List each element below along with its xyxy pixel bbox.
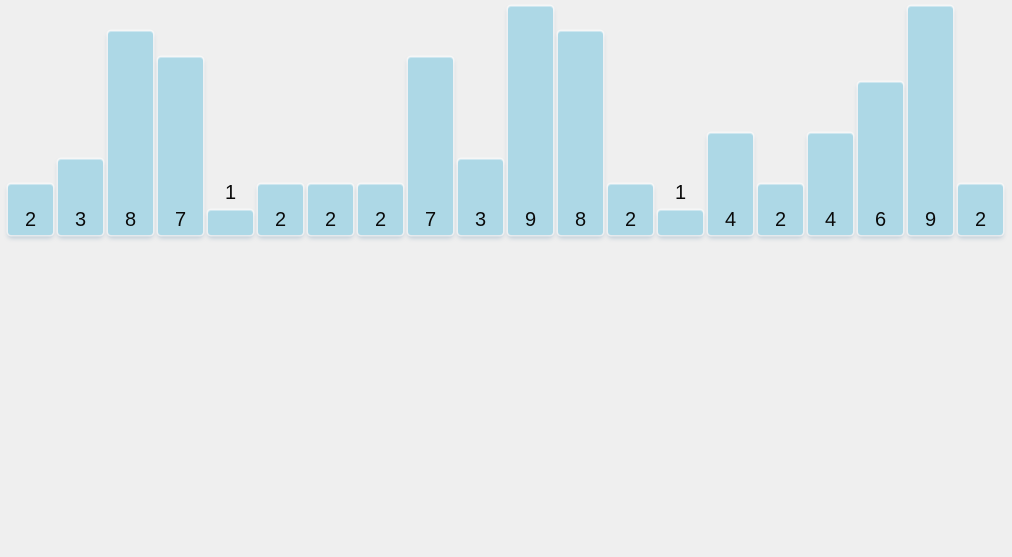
bar [258, 184, 303, 235]
bar [908, 5, 953, 235]
bar [608, 184, 653, 235]
bar-slot: 4 [808, 0, 853, 235]
bar-slot: 1 [208, 0, 253, 235]
bar-value-label: 1 [674, 181, 687, 204]
bar-slot: 2 [608, 0, 653, 235]
bar-slot: 2 [8, 0, 53, 235]
bar [358, 184, 403, 235]
bar [958, 184, 1003, 235]
bar-slot: 2 [258, 0, 303, 235]
bar-slot: 8 [558, 0, 603, 235]
bar-slot: 2 [958, 0, 1003, 235]
bar [408, 56, 453, 235]
bar [808, 133, 853, 235]
bar [158, 56, 203, 235]
bar [458, 158, 503, 235]
bar-slot: 9 [908, 0, 953, 235]
bar-slot: 2 [308, 0, 353, 235]
bar-slot: 1 [658, 0, 703, 235]
bar-slot: 6 [858, 0, 903, 235]
bar [8, 184, 53, 235]
bar [558, 31, 603, 235]
bar-slot: 8 [108, 0, 153, 235]
bar-slot: 4 [708, 0, 753, 235]
bar-slot: 7 [158, 0, 203, 235]
bar [208, 209, 253, 235]
bar [308, 184, 353, 235]
bar-slot: 3 [458, 0, 503, 235]
bar [708, 133, 753, 235]
bar [658, 209, 703, 235]
bar-slot: 9 [508, 0, 553, 235]
bar-slot: 7 [408, 0, 453, 235]
bar [508, 5, 553, 235]
bar-slot: 2 [358, 0, 403, 235]
bar [758, 184, 803, 235]
bar-slot: 2 [758, 0, 803, 235]
bar-value-label: 1 [224, 181, 237, 204]
bar [58, 158, 103, 235]
bar [108, 31, 153, 235]
bar [858, 82, 903, 235]
bar-slot: 3 [58, 0, 103, 235]
